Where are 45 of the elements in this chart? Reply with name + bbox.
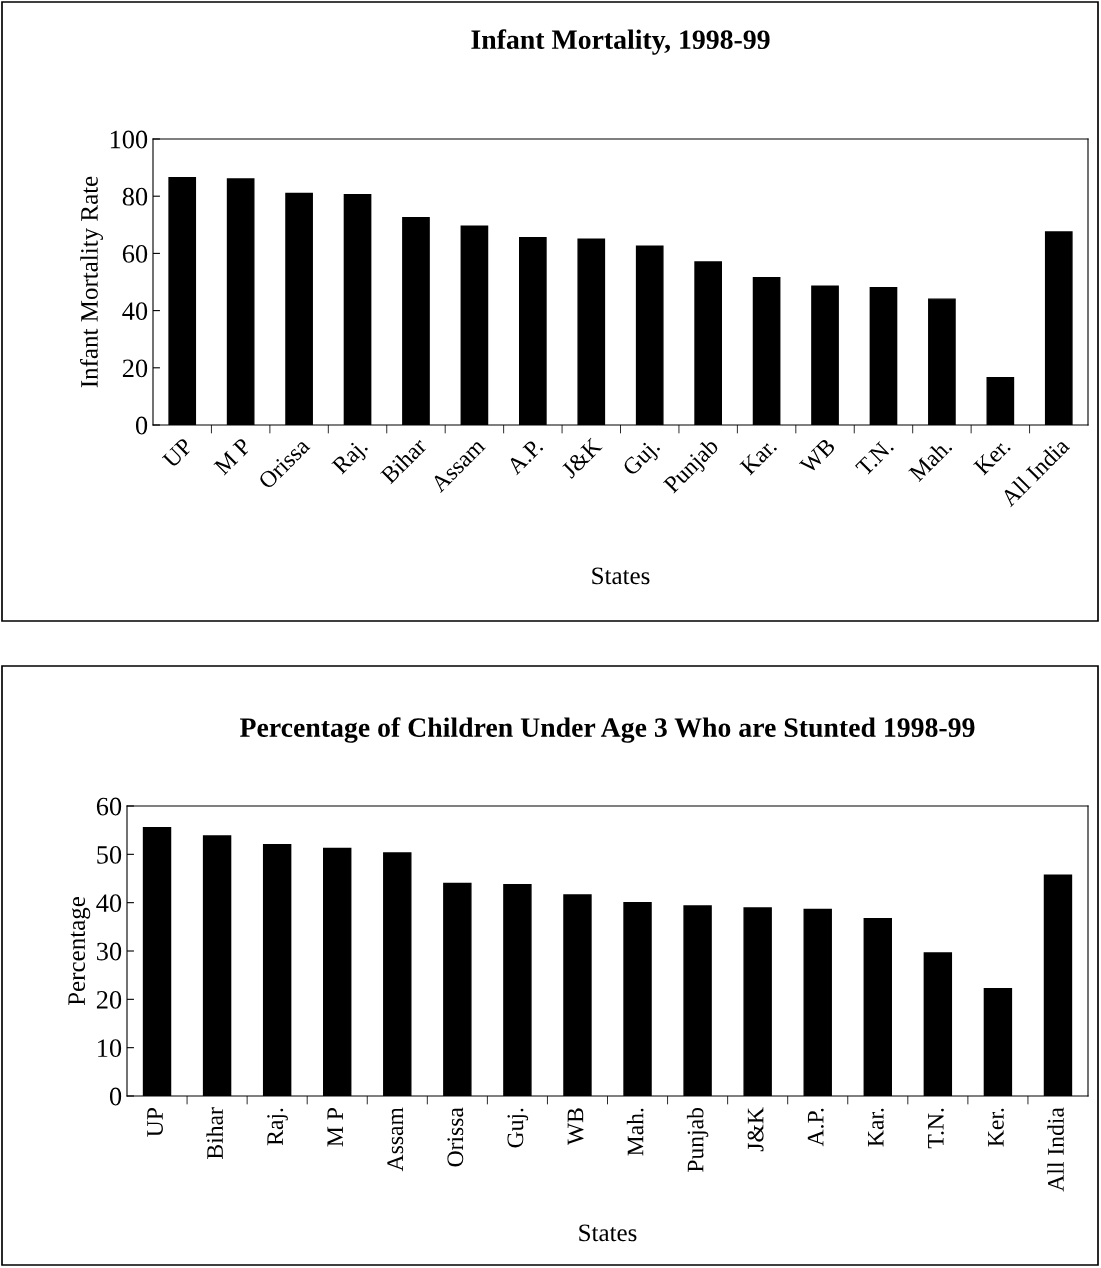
x-tick-label: Bihar [206, 1107, 223, 1159]
x-tick-label: Raj. [331, 437, 372, 479]
x-tick-label: UP [147, 1108, 163, 1137]
x-tick-label: Kar. [868, 1108, 884, 1147]
x-axis-title: States [592, 567, 650, 585]
x-tick-label: Assam [387, 1107, 404, 1172]
y-tick-label: 60 [122, 245, 148, 263]
x-tick-label: UP [161, 437, 194, 469]
x-tick-label: M P [327, 1108, 343, 1147]
x-tick-label: Guj. [621, 437, 664, 480]
x-tick-label: WB [567, 1108, 584, 1146]
y-tick-label: 40 [96, 894, 122, 913]
x-tick-label: Orissa [447, 1107, 464, 1167]
x-tick-label: T.N. [855, 437, 895, 477]
x-tick-label: Guj. [507, 1108, 529, 1148]
x-tick-label: A.P. [505, 437, 544, 476]
chart-title: Infant Mortality, 1998-99 [471, 29, 770, 55]
x-tick-label: Ker. [988, 1108, 1004, 1147]
y-axis-title: Percentage [68, 897, 91, 1006]
chart-title: Percentage of Children Under Age 3 Who are Stunted 1998-99 [240, 717, 975, 743]
y-tick-label: 100 [110, 130, 148, 149]
y-axis-title: Infant Mortality Rate [80, 176, 103, 388]
y-tick-label: 20 [122, 359, 148, 378]
x-tick-label: A.P. [807, 1108, 824, 1147]
y-tick-label: 80 [122, 187, 148, 206]
x-axis-title: States [579, 1224, 637, 1242]
y-tick-label: 30 [97, 942, 122, 961]
y-tick-label: 20 [96, 990, 122, 1009]
x-tick-label: Raj. [267, 1108, 288, 1146]
x-tick-label: T.N. [928, 1108, 944, 1149]
x-tick-label: Mah. [626, 1108, 644, 1156]
x-tick-label: M P [213, 437, 252, 476]
y-tick-label: 0 [109, 1087, 122, 1106]
x-tick-label: WB [798, 437, 837, 475]
y-tick-label: 60 [96, 797, 122, 816]
x-tick-label: All India [1047, 1107, 1064, 1192]
y-tick-label: 40 [122, 302, 148, 321]
y-tick-label: 0 [135, 416, 148, 435]
x-tick-label: J&K [747, 1107, 764, 1152]
y-tick-label: 50 [97, 845, 122, 864]
x-tick-label: Kar. [739, 437, 778, 476]
x-tick-label: Punjab [686, 1108, 709, 1173]
y-tick-label: 10 [98, 1039, 122, 1058]
x-tick-label: Mah. [907, 437, 953, 483]
x-tick-label: Ker. [973, 437, 1012, 476]
